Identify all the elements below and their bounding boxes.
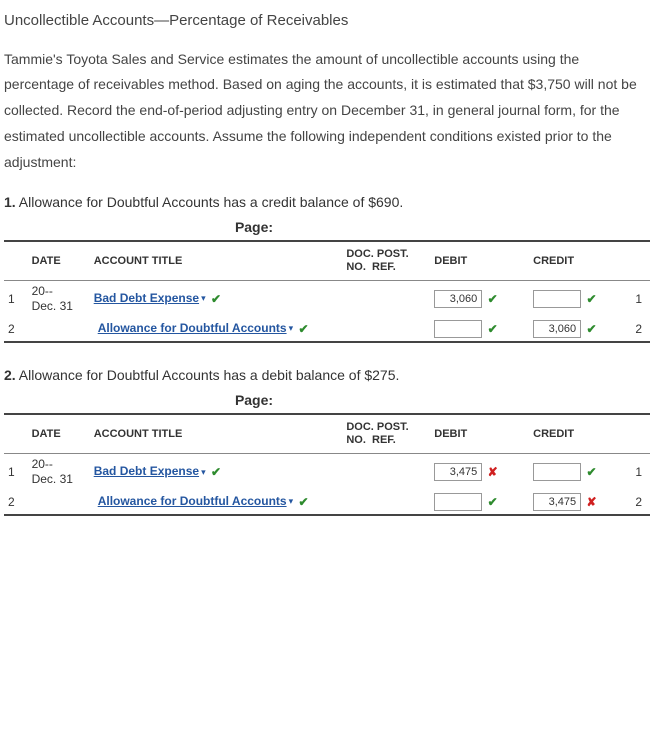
account-cell: Bad Debt Expense▾ ✔ [90, 281, 343, 316]
check-icon: ✔ [211, 290, 221, 308]
credit-input[interactable] [533, 463, 581, 481]
table-row: 2 Allowance for Doubtful Accounts▾ ✔ ✔ ✘… [4, 489, 650, 515]
date-day: Dec. 31 [32, 472, 73, 486]
check-icon: ✔ [586, 290, 596, 308]
date-cell [22, 489, 90, 515]
check-icon: ✔ [298, 493, 308, 511]
x-icon: ✘ [586, 493, 596, 511]
table-row: 2 Allowance for Doubtful Accounts▾ ✔ ✔ ✔… [4, 316, 650, 342]
page-label-1: Page: [4, 217, 504, 240]
trail-num: 2 [628, 316, 650, 342]
credit-cell: ✔ [529, 454, 628, 489]
page-label-2: Page: [4, 390, 504, 413]
col-rownum [4, 241, 22, 281]
problem-text: Tammie's Toyota Sales and Service estima… [4, 47, 650, 176]
chevron-down-icon: ▾ [289, 495, 294, 509]
debit-cell: ✘ [430, 454, 529, 489]
trail-num: 2 [628, 489, 650, 515]
debit-cell: ✔ [430, 316, 529, 342]
col-post: DOC. POST.NO. REF. [342, 241, 430, 281]
col-date: DATE [22, 241, 90, 281]
account-dropdown[interactable]: Allowance for Doubtful Accounts [98, 321, 287, 335]
rownum: 2 [4, 489, 22, 515]
date-day: Dec. 31 [32, 299, 73, 313]
check-icon: ✔ [488, 493, 498, 511]
date-year: 20-- [32, 284, 53, 298]
check-icon: ✔ [586, 320, 596, 338]
col-debit: DEBIT [430, 241, 529, 281]
scenario-2-label: 2. Allowance for Doubtful Accounts has a… [4, 365, 650, 386]
credit-input[interactable] [533, 493, 581, 511]
journal-table-2: DATE ACCOUNT TITLE DOC. POST.NO. REF. DE… [4, 413, 650, 516]
date-cell: 20-- Dec. 31 [22, 454, 90, 489]
debit-input[interactable] [434, 320, 482, 338]
x-icon: ✘ [488, 463, 498, 481]
rownum: 1 [4, 281, 22, 316]
credit-cell: ✔ [529, 316, 628, 342]
col-trail [628, 241, 650, 281]
rownum: 1 [4, 454, 22, 489]
chevron-down-icon: ▾ [201, 466, 206, 480]
account-cell: Allowance for Doubtful Accounts▾ ✔ [90, 489, 343, 515]
account-dropdown[interactable]: Bad Debt Expense [94, 464, 199, 478]
date-year: 20-- [32, 457, 53, 471]
table-row: 1 20-- Dec. 31 Bad Debt Expense▾ ✔ ✔ ✔ 1 [4, 281, 650, 316]
col-credit: CREDIT [529, 414, 628, 454]
date-cell: 20-- Dec. 31 [22, 281, 90, 316]
account-dropdown[interactable]: Bad Debt Expense [94, 291, 199, 305]
post-cell [342, 489, 430, 515]
scenario-1-label: 1. Allowance for Doubtful Accounts has a… [4, 192, 650, 213]
col-debit: DEBIT [430, 414, 529, 454]
col-rownum [4, 414, 22, 454]
scenario-2-text: Allowance for Doubtful Accounts has a de… [16, 367, 400, 383]
scenario-1-num: 1. [4, 194, 16, 210]
date-cell [22, 316, 90, 342]
trail-num: 1 [628, 454, 650, 489]
trail-num: 1 [628, 281, 650, 316]
debit-cell: ✔ [430, 489, 529, 515]
check-icon: ✔ [488, 290, 498, 308]
table-row: 1 20-- Dec. 31 Bad Debt Expense▾ ✔ ✘ ✔ 1 [4, 454, 650, 489]
account-dropdown[interactable]: Allowance for Doubtful Accounts [98, 494, 287, 508]
rownum: 2 [4, 316, 22, 342]
col-post: DOC. POST.NO. REF. [342, 414, 430, 454]
post-cell [342, 454, 430, 489]
credit-cell: ✔ [529, 281, 628, 316]
col-account: ACCOUNT TITLE [90, 414, 343, 454]
debit-input[interactable] [434, 290, 482, 308]
post-cell [342, 316, 430, 342]
col-credit: CREDIT [529, 241, 628, 281]
check-icon: ✔ [211, 463, 221, 481]
check-icon: ✔ [586, 463, 596, 481]
credit-input[interactable] [533, 290, 581, 308]
scenario-2-num: 2. [4, 367, 16, 383]
col-account: ACCOUNT TITLE [90, 241, 343, 281]
chevron-down-icon: ▾ [201, 292, 206, 306]
account-cell: Allowance for Doubtful Accounts▾ ✔ [90, 316, 343, 342]
journal-table-1: DATE ACCOUNT TITLE DOC. POST.NO. REF. DE… [4, 240, 650, 343]
scenario-1-text: Allowance for Doubtful Accounts has a cr… [16, 194, 404, 210]
col-trail [628, 414, 650, 454]
debit-input[interactable] [434, 463, 482, 481]
credit-cell: ✘ [529, 489, 628, 515]
post-cell [342, 281, 430, 316]
account-cell: Bad Debt Expense▾ ✔ [90, 454, 343, 489]
page-title: Uncollectible Accounts—Percentage of Rec… [4, 10, 650, 33]
col-date: DATE [22, 414, 90, 454]
check-icon: ✔ [488, 320, 498, 338]
credit-input[interactable] [533, 320, 581, 338]
debit-cell: ✔ [430, 281, 529, 316]
chevron-down-icon: ▾ [289, 322, 294, 336]
debit-input[interactable] [434, 493, 482, 511]
check-icon: ✔ [298, 320, 308, 338]
